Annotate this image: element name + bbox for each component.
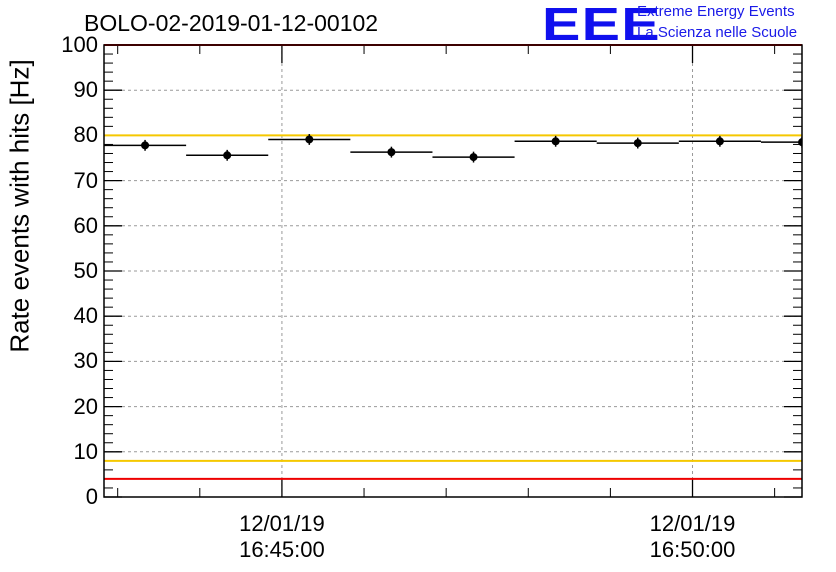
- data-point: [514, 135, 597, 147]
- y-tick-label: 10: [73, 438, 98, 464]
- data-point: [760, 136, 802, 148]
- y-tick-label: 60: [73, 212, 98, 238]
- data-marker: [387, 148, 396, 157]
- data-point: [186, 149, 269, 161]
- data-marker: [305, 135, 314, 144]
- data-point: [678, 135, 761, 147]
- data-marker: [798, 138, 802, 147]
- x-tick-time-label: 16:50:00: [649, 537, 736, 562]
- y-tick-label: 0: [85, 484, 98, 509]
- data-point: [268, 134, 351, 145]
- y-tick-label: 30: [73, 348, 98, 374]
- y-tick-label: 80: [73, 122, 98, 148]
- data-marker: [223, 151, 232, 160]
- y-tick-label: 40: [73, 303, 98, 329]
- data-point: [104, 139, 187, 151]
- data-marker: [551, 137, 560, 146]
- run-title: BOLO-02-2019-01-12-00102: [84, 10, 379, 36]
- data-point: [432, 151, 515, 163]
- y-tick-label: 100: [61, 32, 98, 57]
- logo-tagline-1: Extreme Energy Events: [637, 3, 795, 20]
- x-tick-date-label: 12/01/19: [649, 511, 736, 536]
- x-tick-date-label: 12/01/19: [239, 511, 325, 536]
- logo-tagline-2: La Scienza nelle Scuole: [637, 24, 798, 41]
- data-point: [350, 146, 433, 158]
- data-marker: [141, 141, 150, 150]
- y-tick-label: 90: [73, 77, 98, 103]
- data-marker: [633, 139, 642, 148]
- plot-frame: [103, 44, 803, 498]
- y-tick-label: 50: [73, 258, 98, 283]
- eee-logo: EEE: [542, 0, 661, 50]
- y-axis-label: Rate events with hits [Hz]: [4, 59, 35, 353]
- x-tick-time-label: 16:45:00: [239, 537, 325, 562]
- data-point: [596, 137, 679, 149]
- data-marker: [715, 137, 724, 146]
- data-marker: [469, 153, 478, 162]
- y-tick-label: 70: [73, 167, 98, 193]
- y-tick-label: 20: [73, 393, 98, 419]
